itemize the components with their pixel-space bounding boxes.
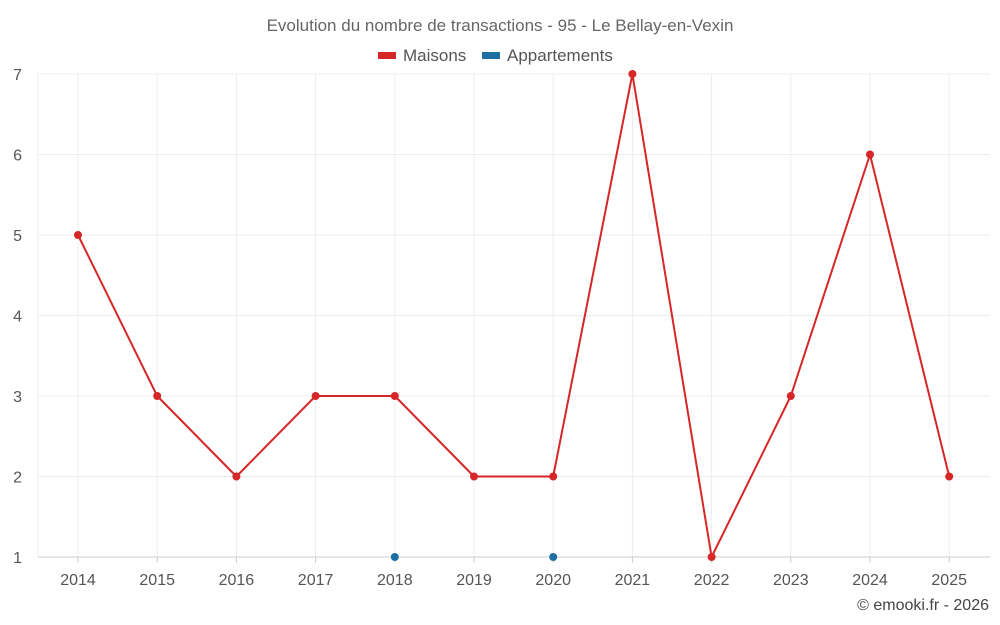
y-tick-label: 3: [13, 389, 22, 406]
y-tick-label: 4: [13, 309, 22, 326]
x-tick-label: 2019: [456, 572, 492, 589]
series-maisons: [74, 70, 954, 561]
legend-label-maisons: Maisons: [403, 46, 466, 65]
data-point-maisons-2015: [153, 392, 162, 400]
y-tick-label: 2: [13, 470, 22, 487]
x-tick-label: 2022: [694, 572, 730, 589]
credit-text: © emooki.fr - 2026: [857, 597, 989, 614]
data-point-maisons-2018: [390, 392, 399, 400]
data-point-appartements-2020: [549, 553, 558, 561]
data-point-maisons-2024: [866, 150, 874, 159]
y-tick-label: 5: [13, 228, 22, 245]
legend-item-maisons[interactable]: Maisons: [378, 46, 466, 65]
y-tick-label: 1: [13, 550, 22, 567]
x-tick-label: 2014: [60, 572, 96, 589]
y-tick-label: 7: [13, 67, 22, 84]
data-point-maisons-2019: [470, 472, 478, 481]
series: [74, 70, 954, 561]
data-point-maisons-2025: [945, 472, 954, 481]
axes: 1 2 3 4 5 6 7 2014 2015 2016 2017 2018 2019 2020 2021 2…: [13, 67, 990, 589]
x-tick-label: 2025: [931, 572, 967, 589]
x-tick-label: 2023: [773, 572, 809, 589]
data-point-maisons-2022: [707, 553, 716, 561]
data-point-maisons-2023: [786, 392, 795, 400]
x-tick-label: 2018: [377, 572, 413, 589]
x-tick-label: 2024: [852, 572, 888, 589]
data-point-appartements-2018: [390, 553, 399, 561]
data-point-maisons-2021: [628, 70, 637, 78]
x-tick-label: 2015: [139, 572, 175, 589]
data-point-maisons-2017: [311, 392, 320, 400]
legend-swatch-maisons: [378, 52, 396, 59]
grid: [38, 73, 990, 557]
x-tick-label: 2020: [535, 572, 571, 589]
data-point-maisons-2014: [74, 231, 82, 239]
y-tick-label: 6: [13, 148, 22, 165]
x-tick-label: 2021: [615, 572, 651, 589]
series-line-maisons: [77, 73, 951, 558]
series-appartements: [390, 553, 558, 561]
legend-label-appartements: Appartements: [507, 46, 613, 65]
legend[interactable]: Maisons Appartements: [378, 46, 613, 65]
data-point-maisons-2016: [232, 472, 241, 481]
data-point-maisons-2020: [549, 472, 558, 481]
legend-item-appartements[interactable]: Appartements: [482, 46, 613, 65]
chart-title: Evolution du nombre de transactions - 95…: [267, 16, 734, 35]
x-tick-label: 2016: [219, 572, 255, 589]
legend-swatch-appartements: [482, 52, 500, 59]
x-tick-label: 2017: [298, 572, 334, 589]
